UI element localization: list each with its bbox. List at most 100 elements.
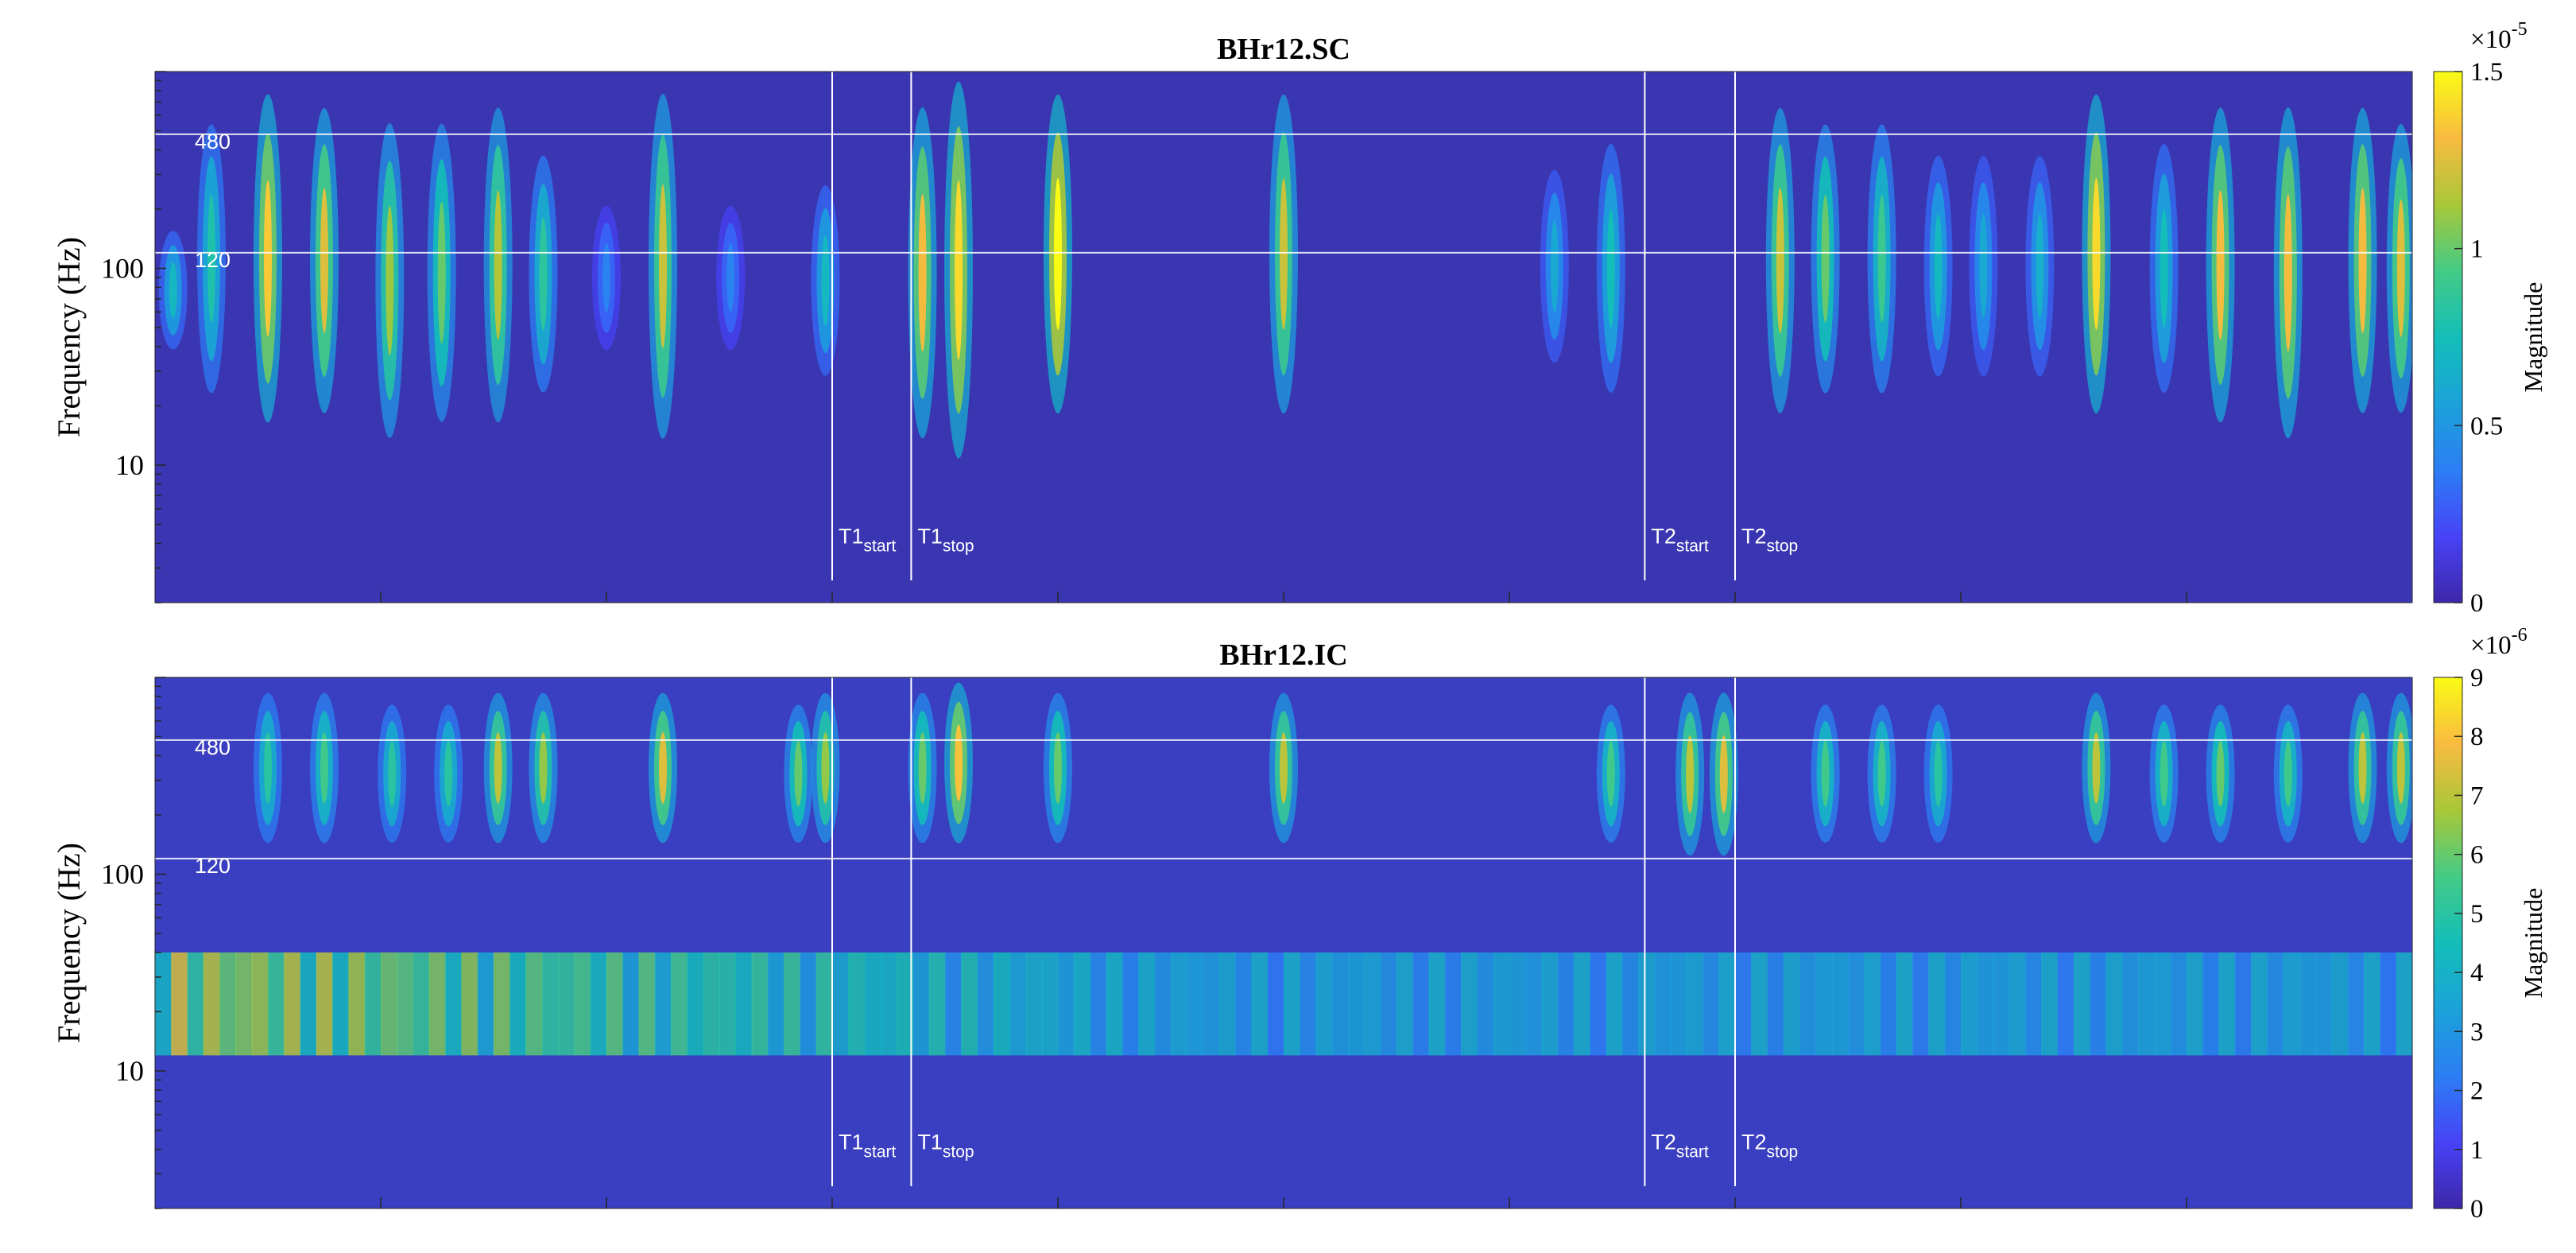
low-band-segment	[751, 952, 769, 1056]
colorbar-tick-label: 5	[2470, 900, 2484, 929]
low-band-segment	[316, 952, 334, 1056]
colorbar-tick-label: 4	[2470, 959, 2484, 987]
reference-lines: 480 120	[155, 735, 2412, 878]
low-band-segment	[2234, 952, 2253, 1056]
low-band-segment	[1203, 952, 1220, 1056]
colorbar-scale-factor: ×10-5	[2470, 19, 2528, 54]
low-band-segment	[993, 952, 1011, 1056]
burst-core	[2036, 213, 2044, 319]
low-band-segment	[880, 952, 898, 1056]
y-ticks: 10 100	[101, 71, 166, 603]
low-band-segment	[413, 952, 430, 1056]
low-band-segment	[2283, 952, 2300, 1056]
heatmap-area: 480 120 T1start T1stop T2start T2stop	[155, 72, 2412, 603]
low-band-segment	[1751, 952, 1768, 1056]
low-band-segment	[2202, 952, 2220, 1056]
colorbar-tick-label: 0	[2470, 589, 2484, 618]
low-band-segment	[574, 952, 591, 1056]
reference-line-label: 120	[195, 854, 230, 878]
burst-core	[385, 205, 394, 356]
low-band-segment	[2121, 952, 2140, 1056]
low-band-segment	[1090, 952, 1107, 1056]
low-band-segment	[2025, 952, 2043, 1056]
low-band-segment	[2315, 952, 2333, 1056]
colorbar-label: Magnitude	[2519, 888, 2547, 999]
burst-layer	[254, 682, 2412, 856]
low-band-segment	[1331, 952, 1350, 1056]
burst-core	[1686, 735, 1695, 813]
low-band-segment	[1396, 952, 1414, 1056]
low-band-segment	[1025, 952, 1043, 1056]
low-band-segment	[2347, 952, 2365, 1056]
low-band-segment	[2105, 952, 2123, 1056]
heatmap-area: 480 120 T1start T1stop T2start T2stop	[155, 677, 2412, 1208]
low-band-segment	[509, 952, 527, 1056]
low-band-segment	[2090, 952, 2107, 1056]
low-band-segment	[1267, 952, 1284, 1056]
low-band-segment	[268, 952, 285, 1056]
reference-line-label: 120	[195, 248, 230, 272]
low-band-segment	[1944, 952, 1962, 1056]
low-band-segment	[1799, 952, 1817, 1056]
low-band-segment	[1815, 952, 1833, 1056]
reference-line-label: 480	[195, 130, 230, 153]
low-band-segment	[1735, 952, 1753, 1056]
low-band-segment	[461, 952, 478, 1056]
colorbar-tick-label: 0	[2470, 1195, 2484, 1224]
low-band-segment	[687, 952, 704, 1056]
low-band-segment	[784, 952, 801, 1056]
burst-core	[2092, 177, 2101, 330]
low-band-segment	[1154, 952, 1172, 1056]
event-marker-label: T1stop	[917, 524, 974, 555]
burst-core	[2216, 190, 2225, 340]
burst-core	[1719, 735, 1728, 813]
low-band-segment	[1315, 952, 1333, 1056]
low-band-segment	[1670, 952, 1688, 1056]
low-band-segment	[187, 952, 204, 1056]
burst-core	[2358, 731, 2367, 804]
event-marker-label: T2start	[1651, 524, 1709, 555]
low-band-segment	[2041, 952, 2059, 1056]
low-band-segment	[1557, 952, 1575, 1056]
burst-core	[1821, 740, 1830, 807]
low-band-segment	[800, 952, 817, 1056]
low-band-segment	[2380, 952, 2397, 1056]
burst-core	[2284, 194, 2292, 352]
burst-core	[1280, 731, 1288, 804]
burst-core	[264, 180, 272, 337]
low-band-segment	[2331, 952, 2349, 1056]
low-band-segment	[235, 952, 253, 1056]
low-band-segment	[945, 952, 963, 1056]
low-band-segment	[332, 952, 350, 1056]
x-ticks	[380, 592, 2187, 603]
event-marker-label: T1start	[839, 1130, 897, 1161]
colorbar-gradient	[2433, 677, 2463, 1209]
low-band-segment	[1171, 952, 1188, 1056]
event-marker-label: T1stop	[917, 1130, 974, 1161]
low-band-segment	[2057, 952, 2074, 1056]
burst-core	[539, 731, 548, 804]
low-band-segment	[300, 952, 317, 1056]
colorbar-tick-label: 1.5	[2470, 58, 2503, 87]
low-band-segment	[219, 952, 237, 1056]
burst-core	[320, 188, 328, 334]
low-band-segment	[2170, 952, 2187, 1056]
low-band-segment	[1041, 952, 1059, 1056]
event-markers: T1start T1stop T2start T2stop	[831, 677, 1798, 1186]
burst-core	[1550, 220, 1559, 312]
low-band-segment	[1509, 952, 1527, 1056]
burst-core	[1821, 195, 1830, 324]
low-band-segment	[1009, 952, 1027, 1056]
low-band-segment	[494, 952, 511, 1056]
low-band-segment	[1235, 952, 1253, 1056]
low-band-segment	[1896, 952, 1914, 1056]
low-band-segment	[848, 952, 866, 1056]
low-band-segment	[912, 952, 930, 1056]
low-band-segment	[1218, 952, 1237, 1056]
colorbar-tick-label: 2	[2470, 1077, 2484, 1106]
low-band-segment	[638, 952, 656, 1056]
panel-title: BHr12.IC	[1219, 638, 1348, 672]
burst-core	[444, 740, 453, 807]
